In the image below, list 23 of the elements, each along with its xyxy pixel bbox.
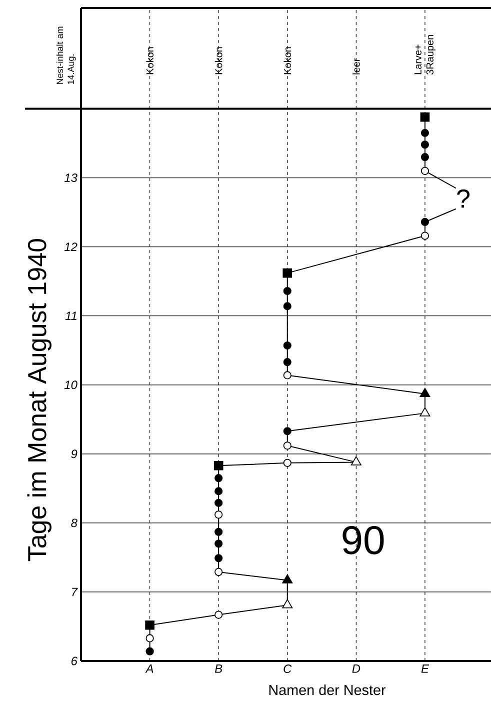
annotation: Kokon <box>284 47 292 74</box>
x-tick-label: A <box>145 664 154 673</box>
y-tick-label: 12 <box>64 242 78 252</box>
y-tick-label: 6 <box>71 656 78 666</box>
x-tick-label: C <box>284 664 292 674</box>
x-tick-label: D <box>352 664 360 673</box>
y-axis-title: Tage im Monat August 1940 <box>27 239 52 562</box>
annotation: 90 <box>342 526 384 554</box>
annotation: Kokon <box>214 47 222 74</box>
x-tick-label: E <box>421 664 430 673</box>
y-tick-label: 11 <box>65 312 76 320</box>
annotation: Kokon <box>146 47 154 74</box>
y-tick-label: 9 <box>71 450 78 458</box>
annotation: ? <box>457 189 470 208</box>
y-tick-label: 8 <box>71 518 78 528</box>
y-tick-label: 10 <box>64 380 78 390</box>
x-tick-label: B <box>214 664 222 673</box>
annotation: leer <box>352 58 360 74</box>
y-tick-label: 13 <box>64 174 78 182</box>
y-tick-label: 7 <box>72 588 78 596</box>
x-axis-title: Namen der Nester <box>269 684 386 696</box>
text: Nest-inhalt am 14.Aug. <box>56 26 76 84</box>
annotation: Larve+ 3Raupen <box>414 35 436 75</box>
